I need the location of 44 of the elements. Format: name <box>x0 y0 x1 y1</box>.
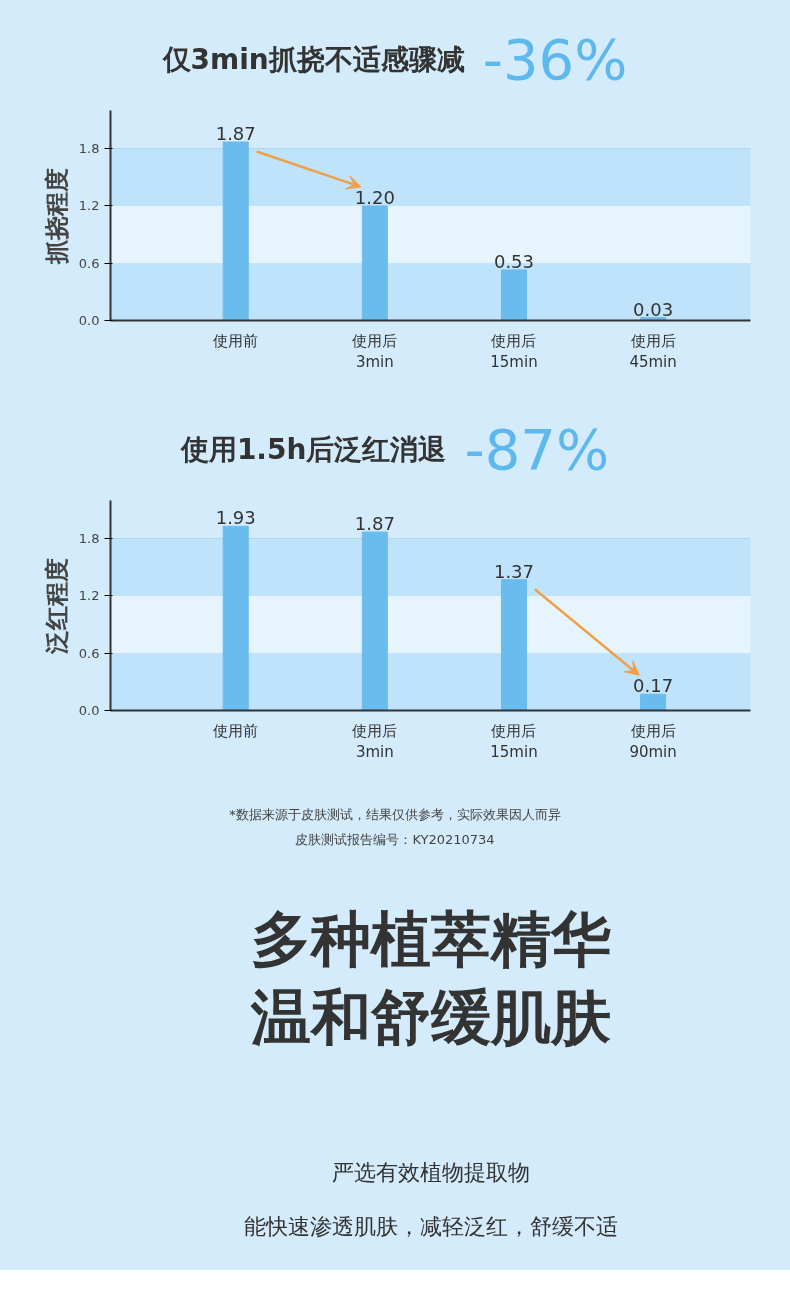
bar <box>361 205 388 321</box>
bar <box>222 525 249 711</box>
data-label: 1.87 <box>215 123 256 144</box>
y-tick-label: 0.6 <box>78 645 100 661</box>
data-label: 1.93 <box>215 507 256 529</box>
data-label: 0.53 <box>493 250 535 272</box>
chart-title: 仅3min抓挠不适感骤减 <box>162 43 465 76</box>
text: 温和舒缓肌肤 <box>249 982 611 1053</box>
y-tick-label: 1.2 <box>78 198 100 214</box>
chart-title: 使用1.5h后泛红消退 <box>180 433 447 466</box>
text: *数据来源于皮肤测试，结果仅供参考，实际效果因人而异 <box>228 806 562 824</box>
text: 多种植萃精华 <box>250 904 611 975</box>
bar <box>500 269 527 321</box>
data-label: 0.17 <box>633 675 674 697</box>
text: 严选有效植物提取物 <box>331 1159 530 1185</box>
y-tick-label: 1.8 <box>78 141 100 157</box>
y-tick-label: 0.6 <box>78 255 100 271</box>
bar <box>222 141 249 321</box>
x-tick-label: 使用后 45min <box>629 331 677 372</box>
y-tick-label: 1.8 <box>78 531 100 547</box>
text: 皮肤测试报告编号：KY20210734 <box>294 830 496 849</box>
text: -36% <box>482 27 628 92</box>
text: 能快速渗透肌肤，减轻泛红，舒缓不适 <box>243 1214 618 1240</box>
x-tick-label: 使用后 3min <box>352 721 398 762</box>
y-tick-label: 0.0 <box>78 703 100 718</box>
y-axis-title: 泛红程度 <box>42 557 71 655</box>
x-tick-label: 使用后 90min <box>629 721 677 762</box>
x-tick-label: 使用后 15min <box>490 721 538 762</box>
x-tick-label: 使用前 <box>213 331 259 350</box>
y-axis-title: 抓挠程度 <box>42 167 71 265</box>
data-label: 1.37 <box>493 560 535 582</box>
text: -87% <box>464 417 610 482</box>
bar <box>640 317 667 321</box>
bar <box>361 531 388 711</box>
x-tick-label: 使用前 <box>213 721 259 740</box>
bar <box>500 579 527 711</box>
y-tick-label: 0.0 <box>78 313 100 328</box>
data-label: 0.03 <box>633 298 674 320</box>
x-tick-label: 使用后 3min <box>352 331 398 372</box>
bar <box>640 693 667 711</box>
x-tick-label: 使用后 15min <box>490 331 538 372</box>
data-label: 1.87 <box>354 513 395 534</box>
data-label: 1.20 <box>354 186 395 208</box>
y-tick-label: 1.2 <box>78 588 100 604</box>
